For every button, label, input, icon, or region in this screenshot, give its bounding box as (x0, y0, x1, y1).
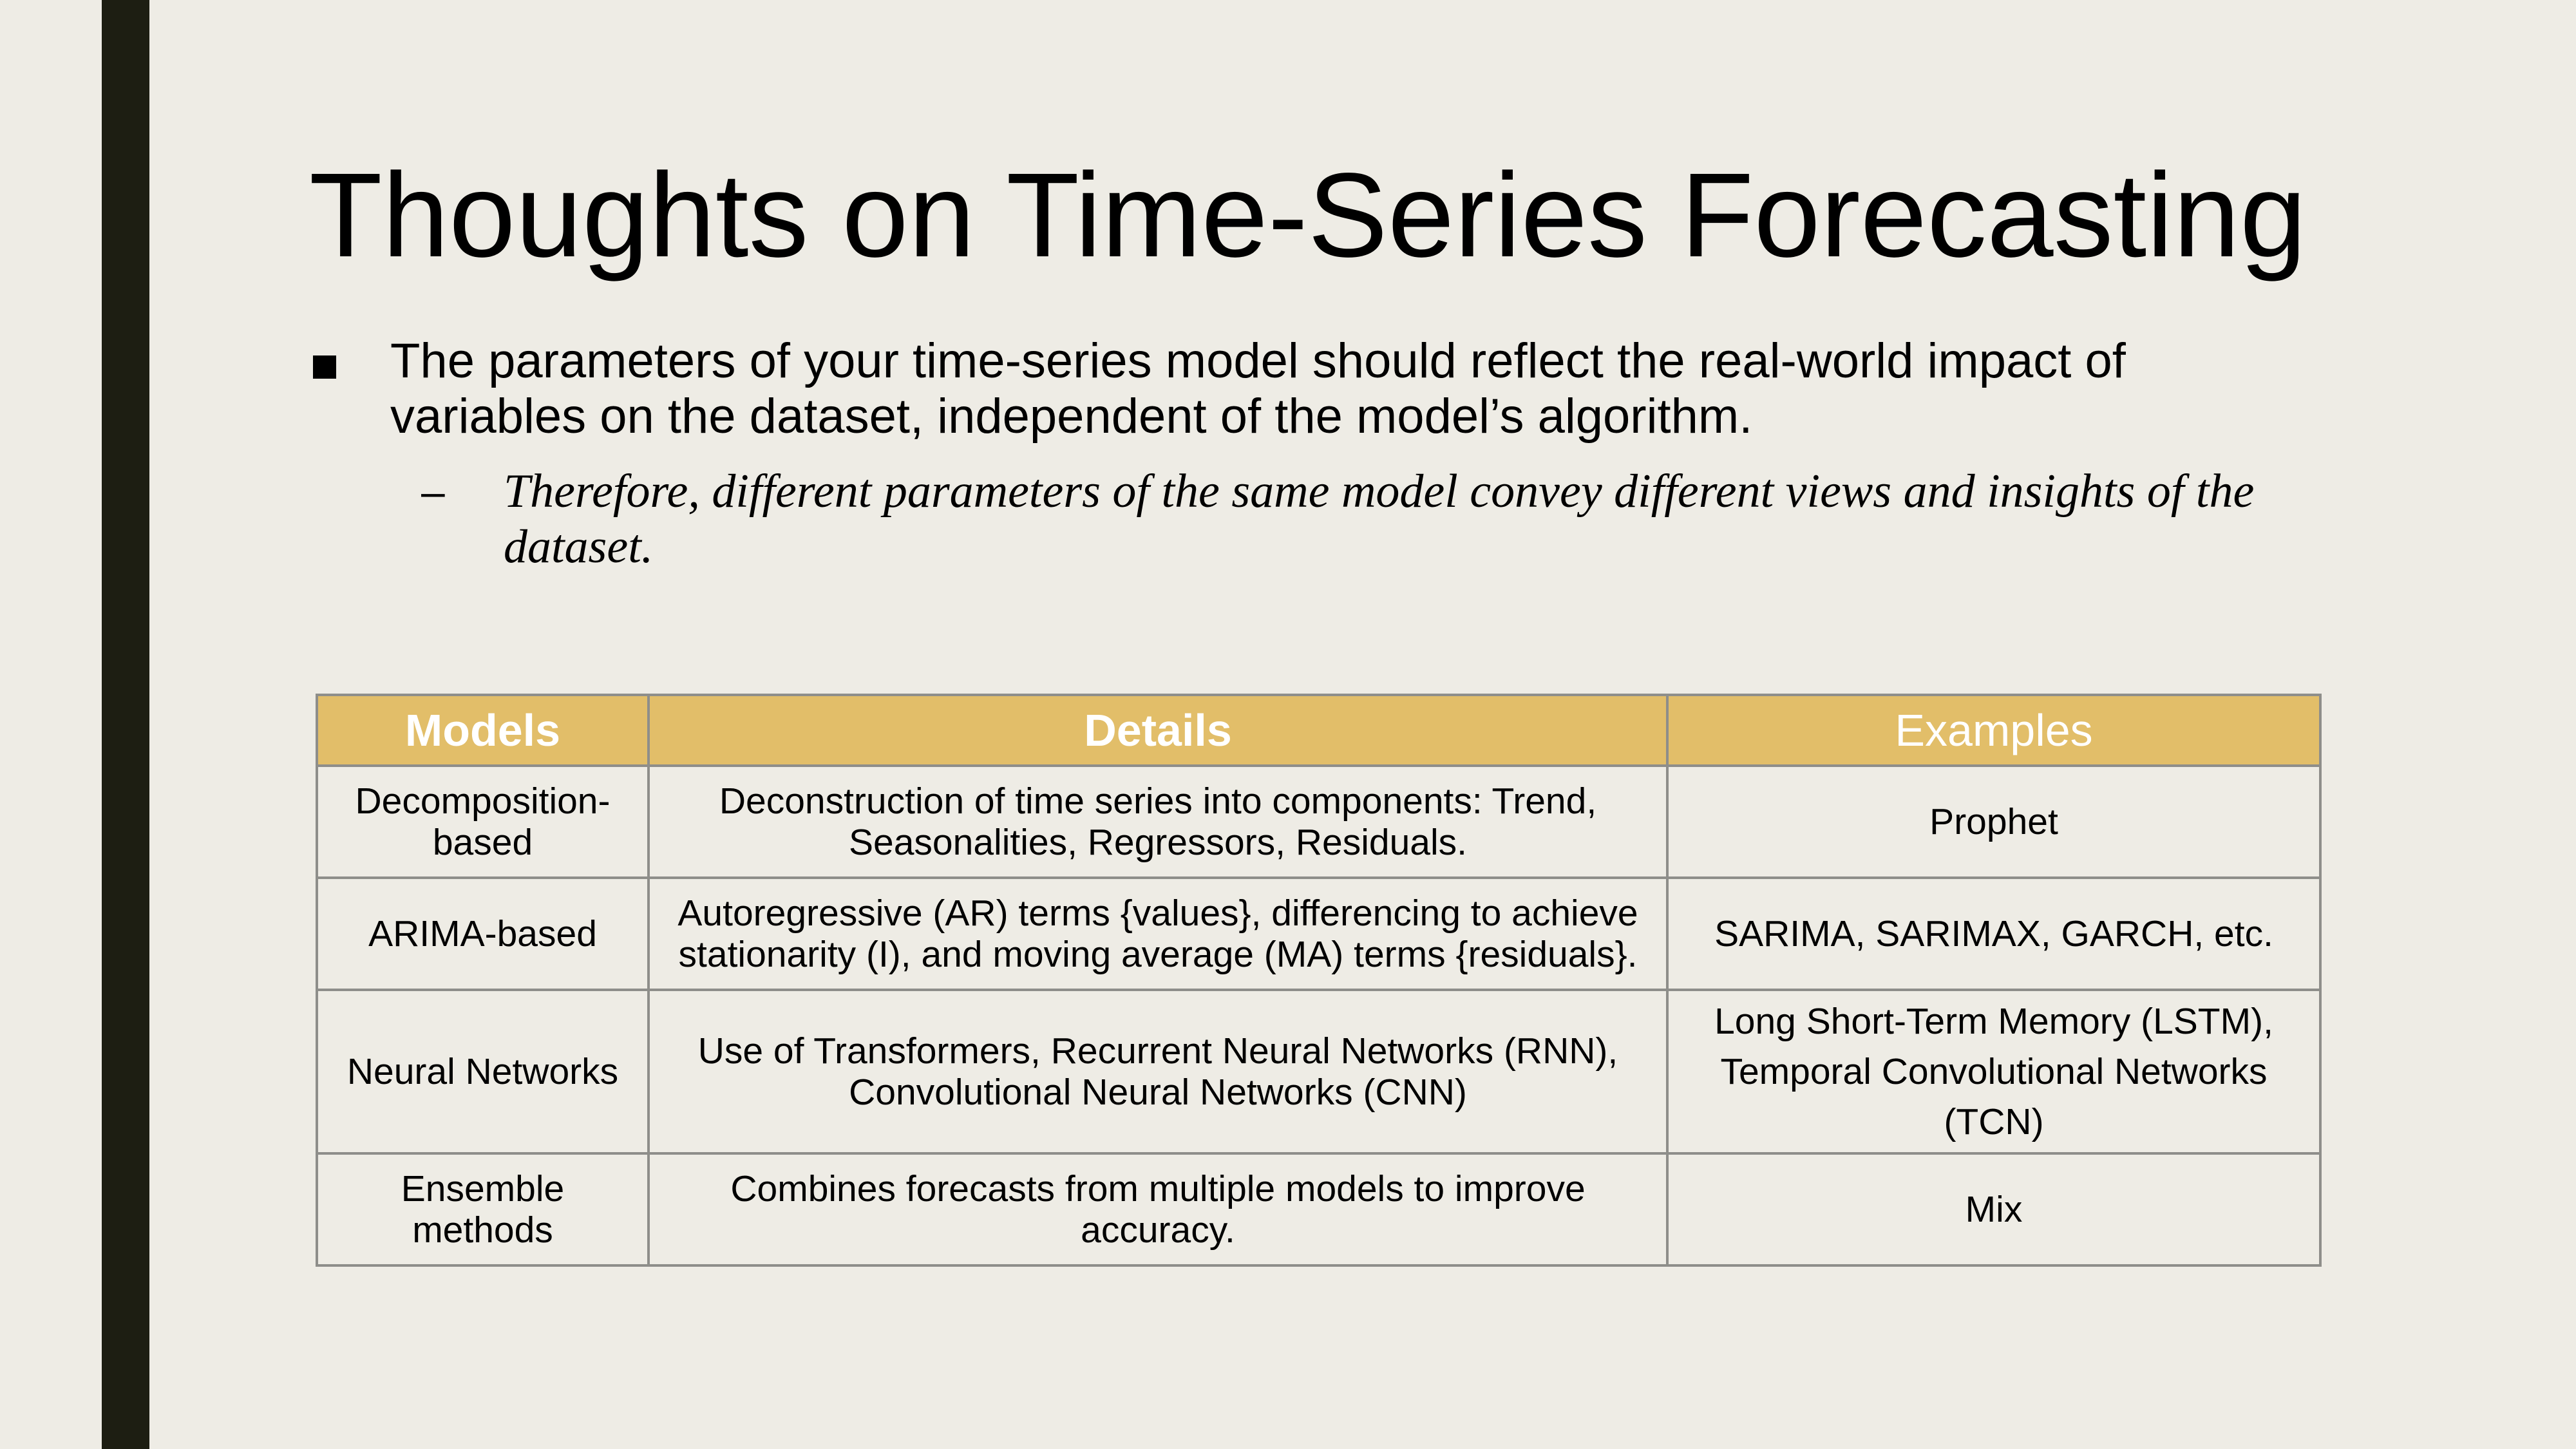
slide-title: Thoughts on Time-Series Forecasting (309, 149, 2307, 282)
cell-model: Ensemble methods (316, 1152, 650, 1267)
bullet-list: The parameters of your time-series model… (309, 334, 2306, 574)
cell-details: Autoregressive (AR) terms {values}, diff… (647, 876, 1669, 991)
cell-details: Combines forecasts from multiple models … (647, 1152, 1669, 1267)
sub-bullet-text: Therefore, different parameters of the s… (504, 465, 2255, 573)
sub-bullet-item: – Therefore, different parameters of the… (421, 464, 2294, 574)
cell-details: Deconstruction of time series into compo… (647, 764, 1669, 879)
cell-examples: Mix (1666, 1152, 2322, 1267)
table-row: Ensemble methods Combines forecasts from… (316, 1152, 2322, 1267)
cell-model: Decomposition-based (316, 764, 650, 879)
table-header-row: Models Details Examples (316, 694, 2322, 767)
models-table: Models Details Examples Decomposition-ba… (316, 694, 2322, 1267)
cell-model: ARIMA-based (316, 876, 650, 991)
cell-details: Use of Transformers, Recurrent Neural Ne… (647, 989, 1669, 1155)
square-bullet-icon (313, 355, 336, 379)
table-row: Decomposition-based Deconstruction of ti… (316, 764, 2322, 879)
table-row: ARIMA-based Autoregressive (AR) terms {v… (316, 876, 2322, 991)
cell-examples: Long Short-Term Memory (LSTM), Temporal … (1666, 989, 2322, 1155)
cell-examples: SARIMA, SARIMAX, GARCH, etc. (1666, 876, 2322, 991)
bullet-item: The parameters of your time-series model… (309, 334, 2306, 444)
cell-examples: Prophet (1666, 764, 2322, 879)
table-row: Neural Networks Use of Transformers, Rec… (316, 989, 2322, 1155)
header-details: Details (647, 694, 1669, 767)
bullet-text: The parameters of your time-series model… (390, 334, 2126, 444)
cell-model: Neural Networks (316, 989, 650, 1155)
header-examples: Examples (1666, 694, 2322, 767)
side-accent-bar (102, 0, 149, 1449)
dash-bullet-icon: – (421, 468, 445, 515)
header-models: Models (316, 694, 650, 767)
